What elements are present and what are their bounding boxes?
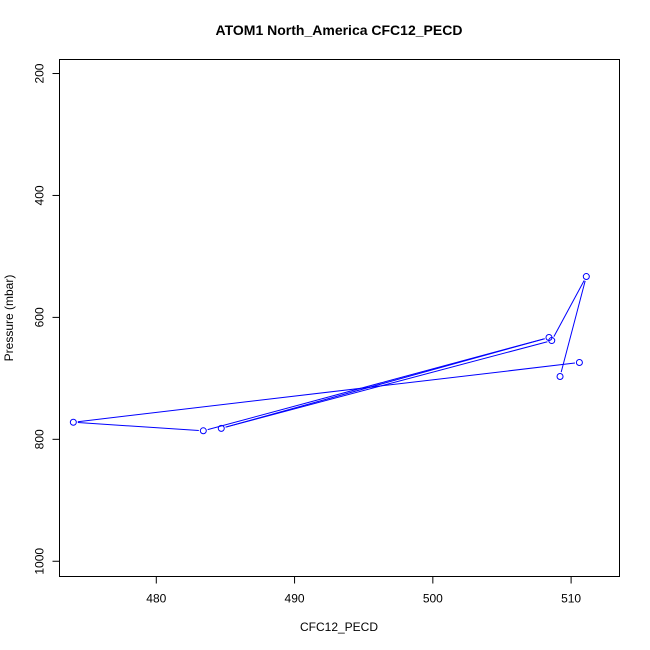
series-segment (77, 422, 199, 431)
data-series (69, 273, 590, 435)
y-axis: 200 400 600 800 1000 (33, 63, 60, 575)
data-point (69, 418, 77, 426)
series-segment (225, 338, 545, 428)
data-point (548, 337, 556, 345)
series-segment (560, 280, 586, 373)
y-tick-label: 1000 (33, 548, 47, 575)
x-tick-label: 500 (423, 592, 443, 606)
y-tick-label: 600 (33, 307, 47, 327)
y-axis-label: Pressure (mbar) (2, 275, 16, 362)
data-point (217, 424, 225, 432)
y-tick-label: 200 (33, 63, 47, 83)
data-point (199, 427, 207, 435)
series-segment (77, 362, 575, 423)
series-segment (225, 341, 548, 428)
y-tick-label: 400 (33, 185, 47, 205)
x-axis: 480 490 500 510 (146, 576, 581, 606)
x-tick-label: 490 (285, 592, 305, 606)
x-tick-label: 510 (561, 592, 581, 606)
series-segment (553, 280, 585, 337)
x-axis-label: CFC12_PECD (300, 620, 378, 634)
data-point (556, 373, 564, 381)
data-point (582, 273, 590, 281)
x-tick-label: 480 (146, 592, 166, 606)
data-point (575, 359, 583, 367)
chart-title: ATOM1 North_America CFC12_PECD (216, 22, 463, 38)
plot-frame (59, 59, 620, 577)
y-tick-label: 800 (33, 429, 47, 449)
